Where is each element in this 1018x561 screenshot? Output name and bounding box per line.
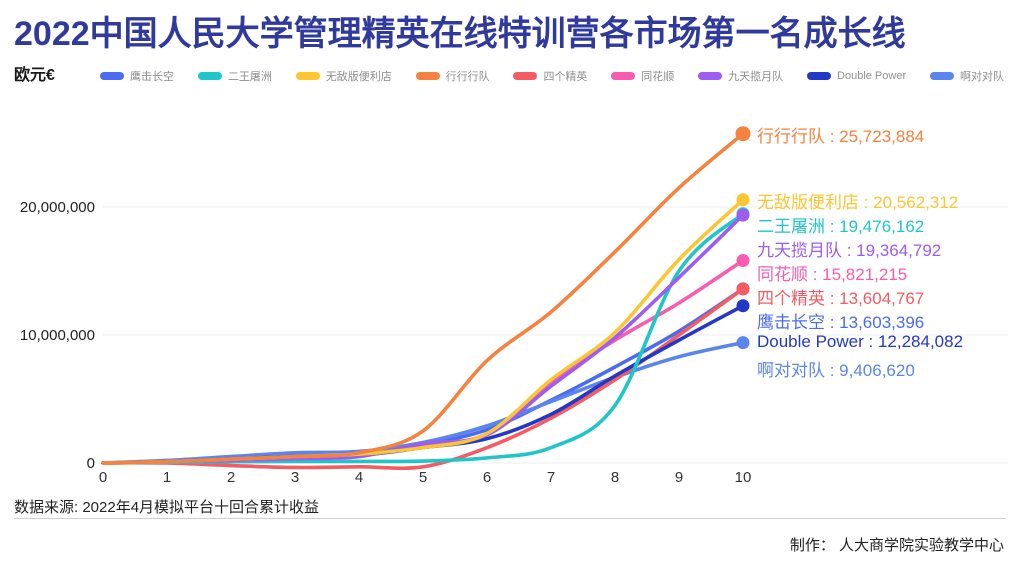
x-tick-label: 7 [547, 469, 555, 486]
legend-item[interactable]: 无敌版便利店 [295, 68, 392, 84]
x-tick-label: 8 [611, 469, 619, 486]
x-tick-label: 10 [735, 469, 752, 486]
series-endpoint-dot [736, 208, 750, 222]
legend-swatch [513, 72, 538, 80]
legend-item[interactable]: 行行行队 [415, 68, 490, 84]
legend-item[interactable]: 同花顺 [611, 68, 674, 84]
legend-item-label: 无敌版便利店 [325, 71, 392, 83]
series-endpoint-dot [736, 193, 750, 207]
legend-item-label: Double Power [837, 70, 907, 82]
series-line [101, 287, 745, 465]
y-axis-unit-label: 欧元€ [14, 67, 55, 84]
legend-swatch [698, 72, 723, 80]
legend-item[interactable]: Double Power [807, 70, 906, 82]
legend-item-label: 同花顺 [641, 71, 675, 83]
credit-note: 制作： 人大商学院实验教学中心 [789, 537, 1004, 554]
legend-swatch [611, 72, 636, 80]
x-tick-label: 2 [227, 469, 235, 486]
legend-item-label: 啊对对队 [959, 71, 1004, 83]
legend-item[interactable]: 啊对对队 [929, 68, 1004, 84]
footer-divider [14, 518, 1006, 519]
legend-swatch [415, 72, 440, 80]
legend-item-label: 二王屠洲 [227, 71, 272, 83]
series-line [101, 198, 745, 465]
legend-item-label: 行行行队 [445, 71, 490, 83]
legend-item[interactable]: 二王屠洲 [197, 68, 272, 84]
legend-item-label: 九天揽月队 [728, 71, 784, 83]
series-line [101, 303, 745, 465]
series-endpoint-dot [736, 299, 750, 313]
legend-item[interactable]: 九天揽月队 [698, 68, 783, 84]
legend-swatch [197, 72, 222, 80]
legend-item[interactable]: 四个精英 [513, 68, 587, 84]
series-endpoint-dot [735, 126, 751, 142]
source-note: 数据来源: 2022年4月模拟平台十回合累计收益 [14, 499, 320, 516]
series-endpoint-dot [736, 336, 750, 350]
series-line [101, 211, 745, 465]
legend-swatch [295, 72, 320, 80]
series-endpoint-dot [736, 253, 750, 267]
x-tick-label: 4 [355, 469, 363, 486]
x-tick-label: 9 [675, 469, 683, 486]
legend-item-label: 四个精英 [543, 71, 588, 83]
x-tick-label: 5 [419, 469, 427, 486]
y-tick-label: 0 [87, 455, 95, 472]
legend-swatch [807, 72, 832, 80]
legend-swatch [929, 72, 954, 80]
page-title: 2022中国人民大学管理精英在线特训营各市场第一名成长线 [14, 15, 906, 53]
legend: 鹰击长空 二王屠洲 无敌版便利店 行行行队 四个精英 同花顺 九天揽月队 Double Pow… [100, 68, 1004, 84]
x-tick-label: 3 [291, 469, 299, 486]
legend-item[interactable]: 鹰击长空 [100, 68, 174, 84]
y-tick-label: 20,000,000 [20, 199, 95, 216]
x-tick-label: 0 [99, 469, 107, 486]
x-tick-label: 1 [163, 469, 171, 486]
legend-item-label: 鹰击长空 [130, 71, 174, 83]
y-tick-label: 10,000,000 [20, 327, 95, 344]
x-tick-label: 6 [483, 469, 491, 486]
series-line [101, 131, 745, 465]
series-endpoint-dot [736, 282, 750, 296]
legend-swatch [100, 72, 124, 80]
